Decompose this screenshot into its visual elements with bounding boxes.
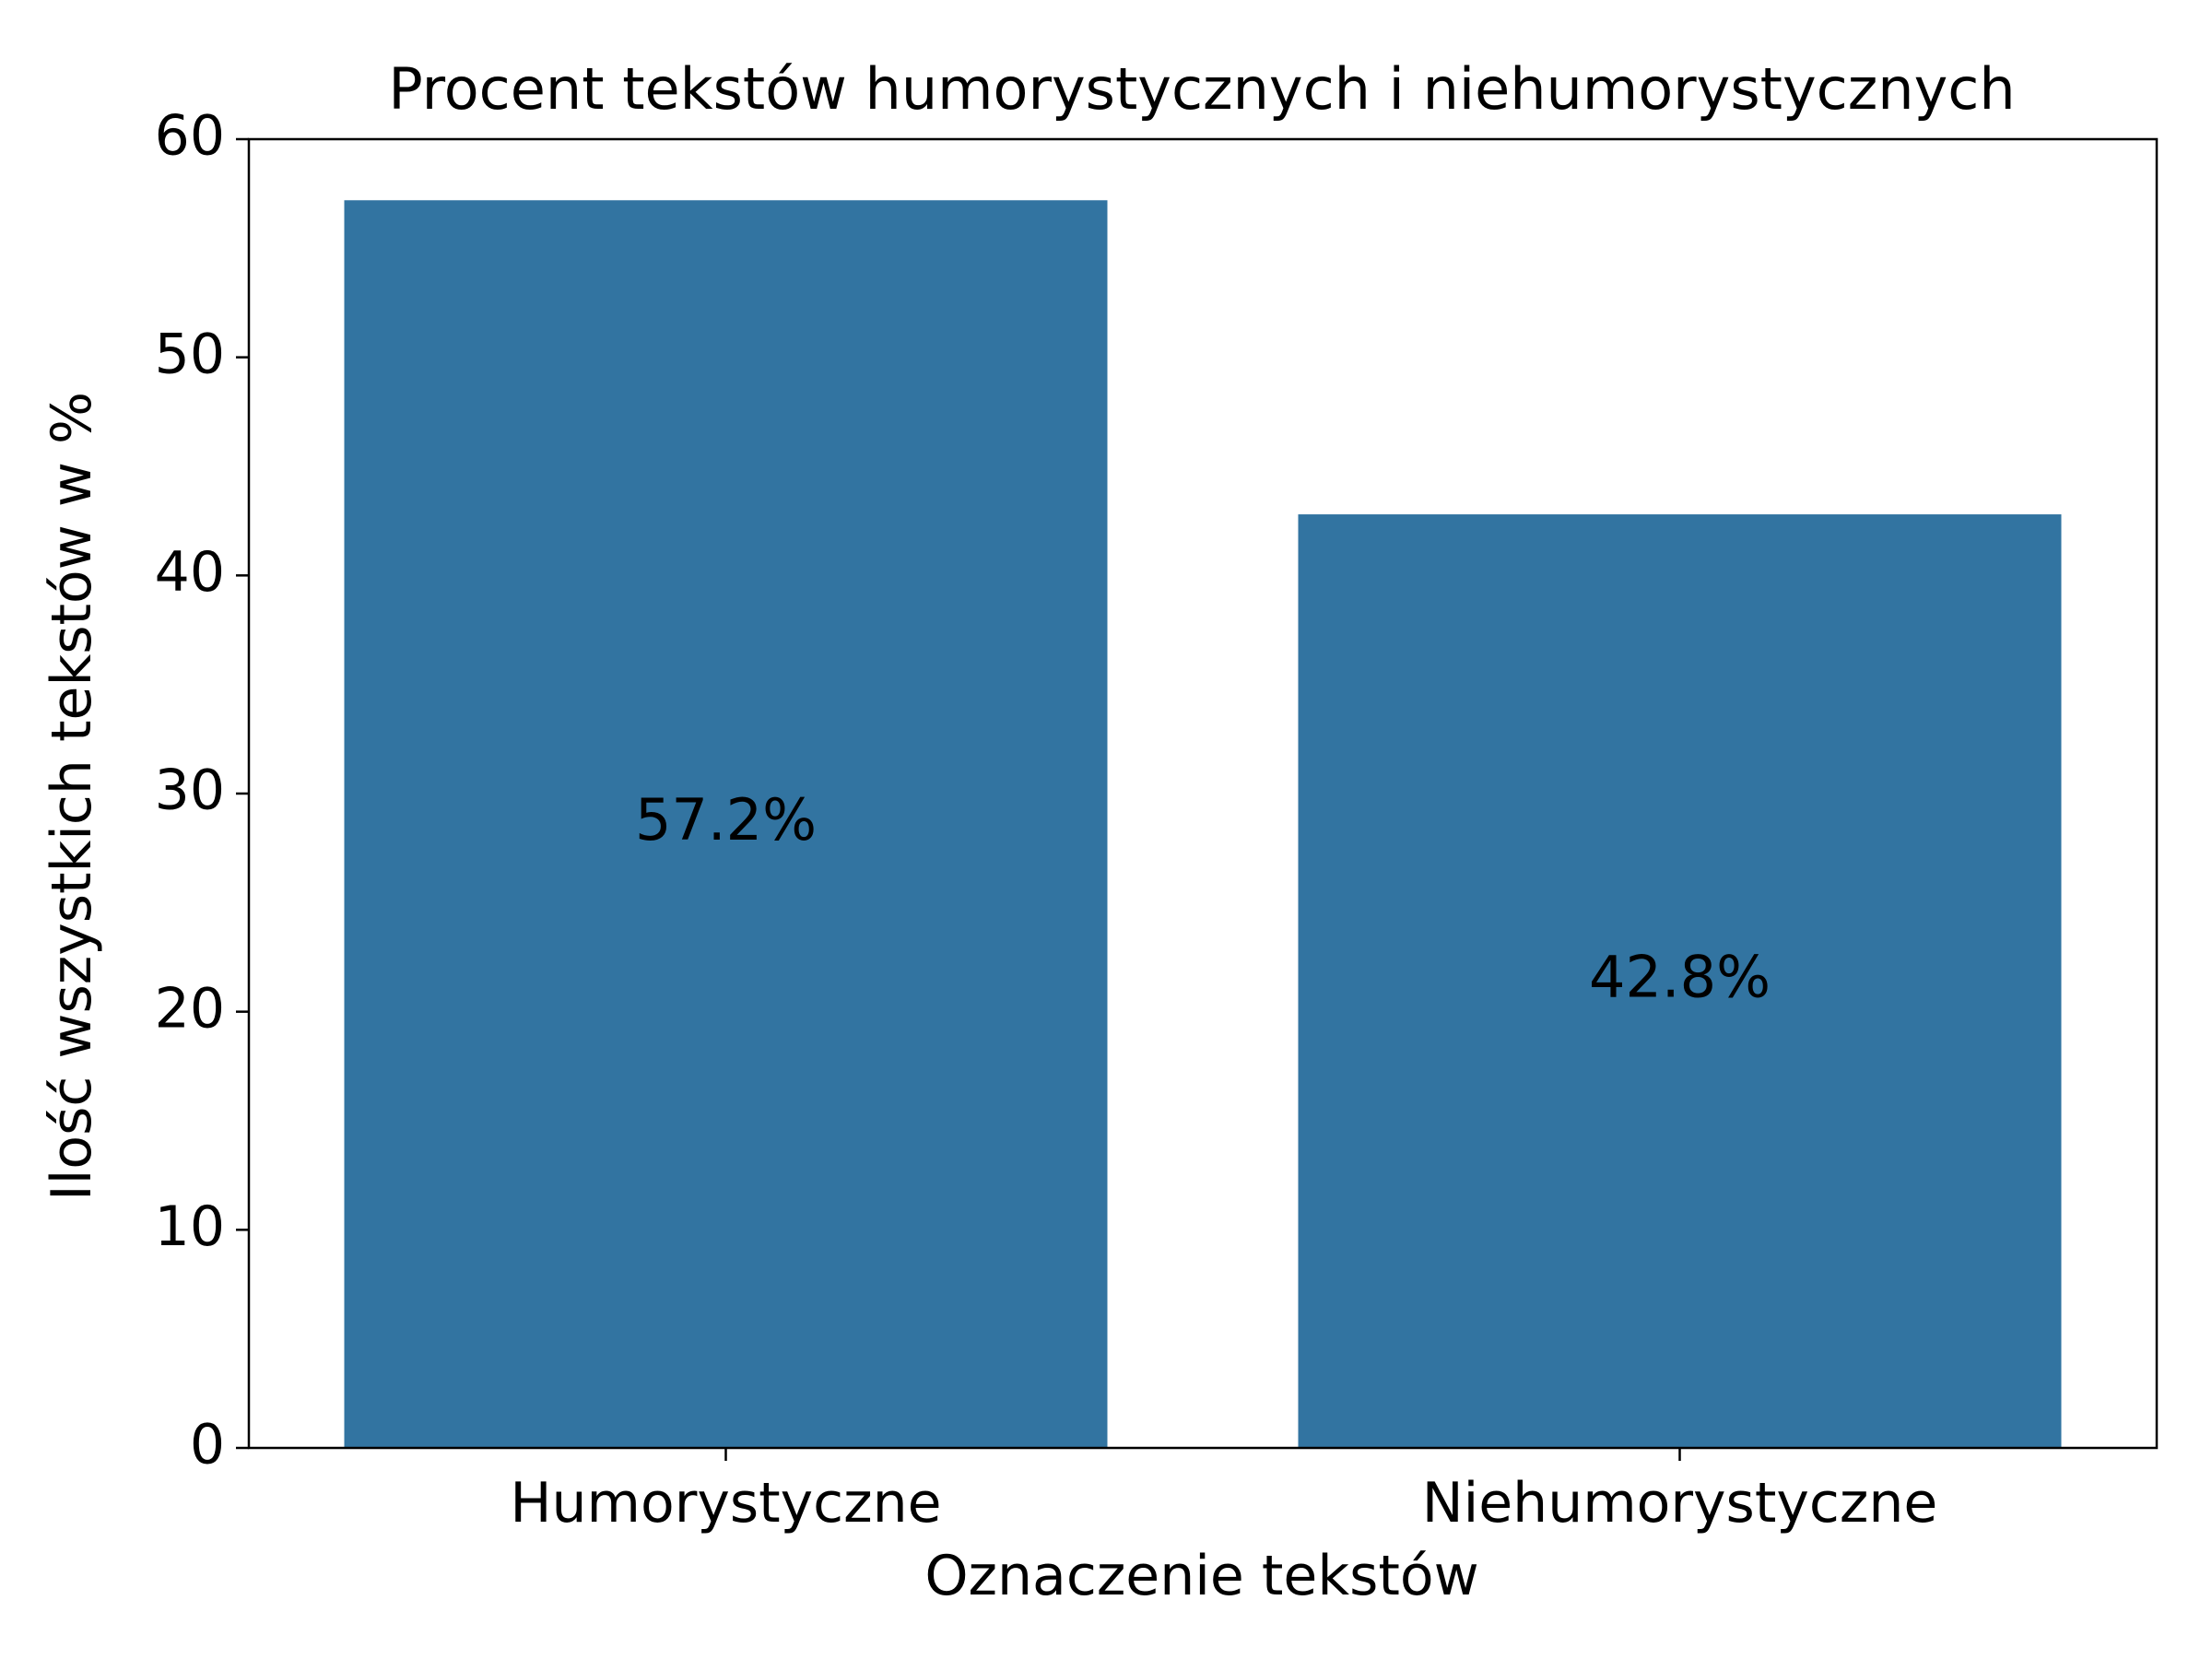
x-axis-label: Oznaczenie tekstów bbox=[924, 1544, 1478, 1608]
x-tick-label: Humorystyczne bbox=[510, 1471, 941, 1535]
bar-1 bbox=[1298, 514, 2062, 1448]
y-tick-label: 0 bbox=[190, 1413, 225, 1477]
bar-value-label: 57.2% bbox=[635, 786, 817, 853]
y-axis-label: Ilość wszystkich tekstów w % bbox=[40, 392, 104, 1201]
y-tick-label: 40 bbox=[155, 540, 225, 605]
axes-layer: Humorystyczne Niehumorystyczne 0 10 20 30 40 50… bbox=[155, 104, 2159, 1535]
x-tick-label: Niehumorystyczne bbox=[1422, 1471, 1938, 1535]
y-tick-label: 50 bbox=[155, 322, 225, 386]
bars-layer bbox=[344, 200, 2062, 1449]
y-tick-label: 30 bbox=[155, 759, 225, 823]
y-tick-label: 60 bbox=[155, 104, 225, 169]
y-tick-label: 10 bbox=[155, 1194, 225, 1259]
y-tick-label: 20 bbox=[155, 976, 225, 1041]
bar-value-label: 42.8% bbox=[1589, 944, 1771, 1011]
plot-frame bbox=[247, 137, 2159, 1450]
bar-0 bbox=[344, 200, 1108, 1449]
data-labels-layer: 57.2% 42.8% bbox=[635, 786, 1771, 1010]
chart-title: Procent tekstów humorystycznych i niehum… bbox=[388, 55, 2015, 123]
